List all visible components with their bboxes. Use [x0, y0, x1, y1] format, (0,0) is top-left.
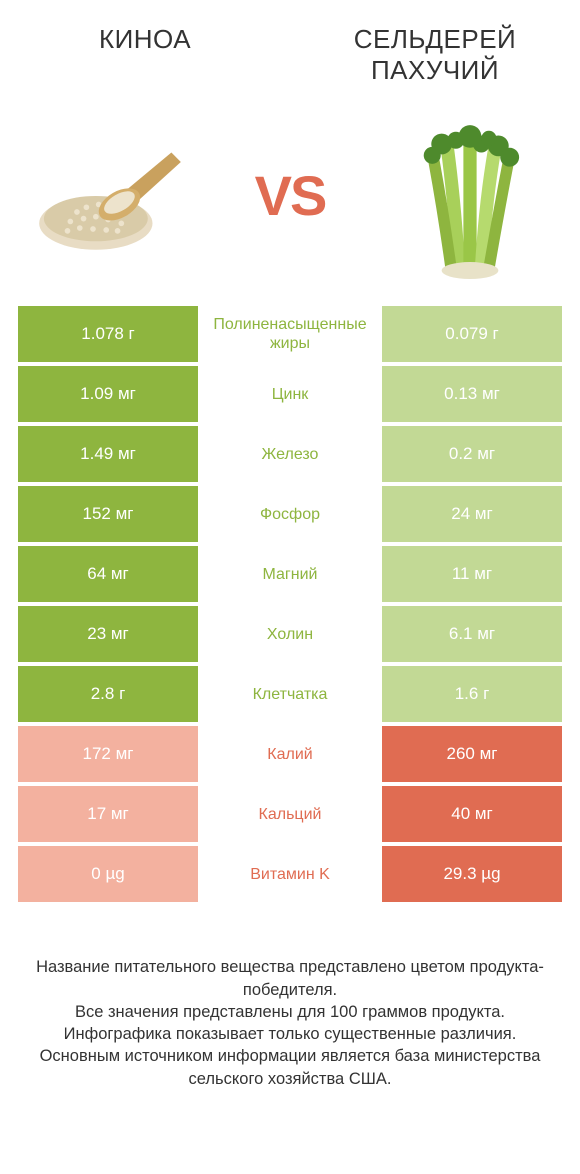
cell-nutrient-label: Цинк [198, 366, 382, 422]
table-row: 172 мгКалий260 мг [18, 726, 562, 782]
vs-label: VS [255, 163, 326, 228]
cell-left-value: 2.8 г [18, 666, 198, 722]
cell-nutrient-label: Железо [198, 426, 382, 482]
product-title-right: Сельдерей пахучий [320, 24, 550, 86]
cell-nutrient-label: Фосфор [198, 486, 382, 542]
cell-nutrient-label: Полиненасыщенные жиры [198, 306, 382, 362]
table-row: 1.49 мгЖелезо0.2 мг [18, 426, 562, 482]
footer-line: Инфографика показывает только существенн… [30, 1023, 550, 1045]
cell-nutrient-label: Магний [198, 546, 382, 602]
table-row: 1.09 мгЦинк0.13 мг [18, 366, 562, 422]
header: Киноа Сельдерей пахучий [0, 0, 580, 86]
table-row: 17 мгКальций40 мг [18, 786, 562, 842]
cell-nutrient-label: Холин [198, 606, 382, 662]
footer-notes: Название питательного вещества представл… [0, 906, 580, 1090]
cell-right-value: 29.3 µg [382, 846, 562, 902]
cell-right-value: 6.1 мг [382, 606, 562, 662]
cell-nutrient-label: Кальций [198, 786, 382, 842]
quinoa-image [20, 105, 200, 285]
table-row: 64 мгМагний11 мг [18, 546, 562, 602]
cell-left-value: 1.078 г [18, 306, 198, 362]
cell-left-value: 172 мг [18, 726, 198, 782]
table-row: 2.8 гКлетчатка1.6 г [18, 666, 562, 722]
table-row: 1.078 гПолиненасыщенные жиры0.079 г [18, 306, 562, 362]
cell-right-value: 0.079 г [382, 306, 562, 362]
cell-left-value: 152 мг [18, 486, 198, 542]
cell-right-value: 260 мг [382, 726, 562, 782]
cell-left-value: 17 мг [18, 786, 198, 842]
celery-image [380, 105, 560, 285]
product-title-right-l1: Сельдерей [354, 24, 517, 54]
cell-right-value: 11 мг [382, 546, 562, 602]
images-row: VS [0, 86, 580, 306]
product-title-right-l2: пахучий [371, 55, 499, 85]
table-row: 152 мгФосфор24 мг [18, 486, 562, 542]
cell-nutrient-label: Клетчатка [198, 666, 382, 722]
product-title-left: Киноа [30, 24, 260, 55]
cell-right-value: 0.2 мг [382, 426, 562, 482]
table-row: 23 мгХолин6.1 мг [18, 606, 562, 662]
cell-left-value: 0 µg [18, 846, 198, 902]
cell-left-value: 1.09 мг [18, 366, 198, 422]
table-row: 0 µgВитамин K29.3 µg [18, 846, 562, 902]
cell-left-value: 64 мг [18, 546, 198, 602]
footer-line: Название питательного вещества представл… [30, 956, 550, 1001]
cell-right-value: 40 мг [382, 786, 562, 842]
footer-line: Основным источником информации является … [30, 1045, 550, 1090]
cell-right-value: 24 мг [382, 486, 562, 542]
footer-line: Все значения представлены для 100 граммо… [30, 1001, 550, 1023]
cell-nutrient-label: Витамин K [198, 846, 382, 902]
comparison-table: 1.078 гПолиненасыщенные жиры0.079 г1.09 … [0, 306, 580, 902]
cell-right-value: 0.13 мг [382, 366, 562, 422]
cell-right-value: 1.6 г [382, 666, 562, 722]
cell-left-value: 23 мг [18, 606, 198, 662]
cell-nutrient-label: Калий [198, 726, 382, 782]
cell-left-value: 1.49 мг [18, 426, 198, 482]
